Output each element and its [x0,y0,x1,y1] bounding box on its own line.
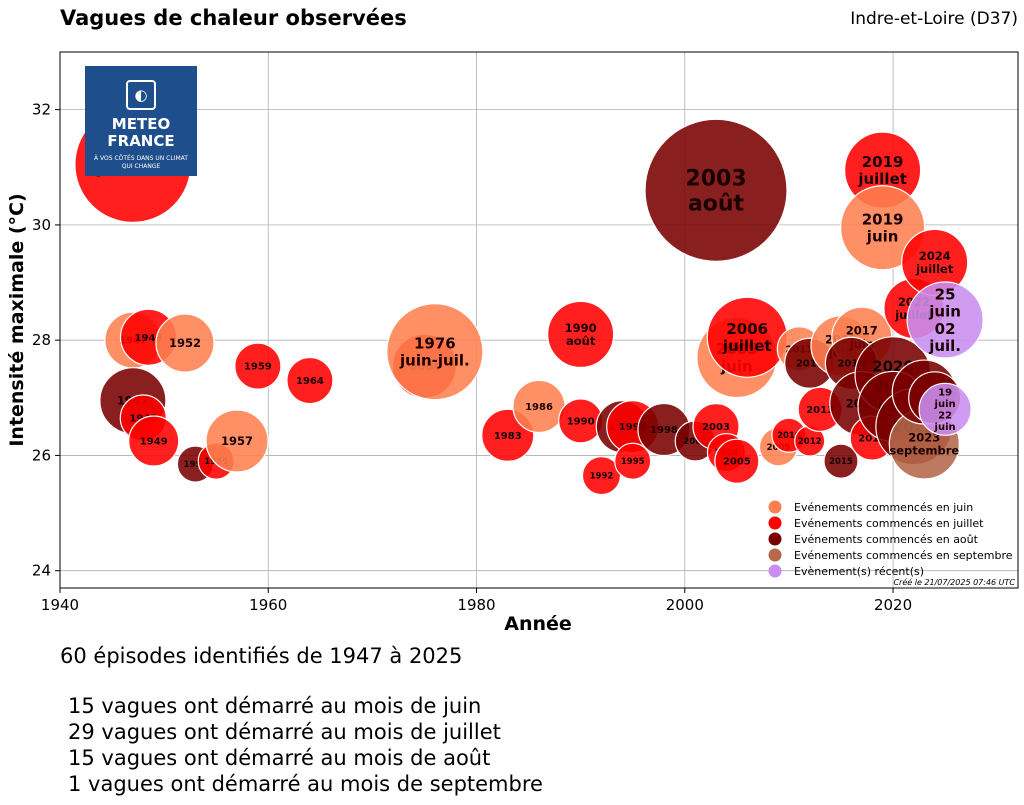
legend-label-juillet: Evénements commencés en juillet [794,517,984,530]
bubble-3 [155,313,215,373]
meteo-logo-icon: ◐ [126,80,156,110]
bubbles: juillet194719491952194719481949195319551… [74,105,984,496]
bubble-label-53: 19 juin 22 juin [934,388,956,434]
bubble-label-47: 2023 septembre [889,430,959,457]
bubble-53 [918,382,972,436]
x-tick-label: 2000 [666,596,704,614]
bubble-label-18: 1992 [590,472,614,482]
plot-frame [59,51,1019,589]
legend-label-recent: Evènement(s) récent(s) [794,565,924,578]
bubble-27 [644,118,788,262]
bubble-label-35: 2013 [806,405,834,416]
legend-marker-juillet [768,516,782,530]
bubble-label-13: 1976 juin-juil. [399,334,470,369]
bubble-label-26: 2005 [723,457,751,468]
legend-label-septembre: Evénements commencés en septembre [794,549,1013,562]
y-tick-label: 26 [32,446,51,464]
region-label: Indre-et-Loire (D37) [850,9,1018,29]
bubble-36 [823,443,859,479]
y-tick-label: 30 [32,216,51,234]
y-tick-label: 24 [32,562,51,580]
bubble-label-21: 1995 [621,457,645,467]
logo-line2: FRANCE [107,132,175,150]
credit-text: Créé le 21/07/2025 07:46 UTC [893,577,1015,587]
bubble-label-43: 2019 juin [862,210,904,245]
bubble-label-49: 2024 juillet [915,249,954,276]
bubble-10 [234,342,282,390]
bubble-label-3: 1952 [169,336,201,350]
bubble-label-27: 2003 août [685,166,746,216]
chart-title: Vagues de chaleur observées [60,6,407,30]
bubble-label-15: 1986 [525,402,553,413]
axes: 1940 1960 1980 2000 2020 24 26 28 30 32 [32,51,1019,614]
bubble-label-24: 2003 [702,422,730,433]
legend-marker-juin [768,500,782,514]
x-axis-label: Année [504,613,572,635]
bubble-label-34: 2012 [796,359,824,370]
bubble-label-36: 2015 [829,457,853,467]
bubble-6 [128,415,180,467]
bubble-chart: juillet194719491952194719481949195319551… [6,51,1019,635]
bubble-label-6: 1949 [140,437,168,448]
bubble-label-42: 2019 juillet [857,153,907,188]
bubble-label-20: 1995 [619,422,647,433]
bubble-label-14: 1983 [494,431,522,442]
y-tick-label: 28 [32,331,51,349]
bubble-label-9: 1957 [221,434,253,448]
bubble-label-32: 2012 [798,437,822,447]
summary-line: 1 vagues ont démarré au mois de septembr… [68,772,543,796]
bubble-label-52: 25 juin 02 juil. [928,285,961,355]
legend-marker-aout [768,532,782,546]
bubble-label-41: 2018 [858,434,886,445]
summary-line: 29 vagues ont démarré au mois de juillet [68,720,501,744]
bubble-label-7: 1953 [184,460,208,470]
x-tick-label: 1960 [249,596,287,614]
bubble-label-10: 1959 [244,362,272,373]
x-tick-label: 2020 [874,596,912,614]
bubble-18 [581,456,622,496]
bubble-label-23: 2001 [683,437,707,447]
bubble-11 [286,356,334,405]
bubble-13 [386,303,484,401]
legend-marker-recent [768,564,782,578]
x-tick-label: 1940 [41,596,79,614]
y-tick-label: 32 [32,101,51,119]
summary-line: 15 vagues ont démarré au mois de juin [68,694,482,718]
summary: 60 épisodes identifiés de 1947 à 2025 15… [60,643,543,797]
legend-marker-septembre [768,548,782,562]
bubble-label-39: 2016 [837,359,865,370]
legend-label-juin: Evénements commencés en juin [794,501,973,514]
bubble-label-29: 2006 juillet [722,320,772,355]
bubble-26 [714,438,760,484]
meteo-france-logo: ◐ METEO FRANCE À VOS CÔTÉS DANS UN CLIMA… [85,66,197,176]
bubble-label-22: 1998 [650,425,678,436]
x-tick-label: 1980 [457,596,495,614]
bubble-label-2: 1949 [135,333,163,344]
summary-headline: 60 épisodes identifiés de 1947 à 2025 [60,644,463,668]
y-axis-label: Intensité maximale (°C) [6,193,28,446]
bubble-16 [547,300,615,369]
bubble-21 [614,442,652,480]
legend: Evénements commencés en juin Evénements c… [768,500,1013,578]
bubble-label-11: 1964 [296,376,324,387]
bubble-label-16: 1990 août [565,321,597,348]
logo-line1: METEO [111,115,171,133]
logo-tagline: À VOS CÔTÉS DANS UN CLIMAT QUI CHANGE [94,155,188,170]
bubble-label-17: 1990 [567,416,595,427]
bubble-9 [205,409,269,473]
bubble-52 [906,281,984,359]
summary-line: 15 vagues ont démarré au mois de août [68,746,491,770]
bubble-43 [840,185,926,271]
bubble-label-31: 2010 [777,431,801,441]
legend-label-aout: Evénements commencés en août [794,533,979,546]
